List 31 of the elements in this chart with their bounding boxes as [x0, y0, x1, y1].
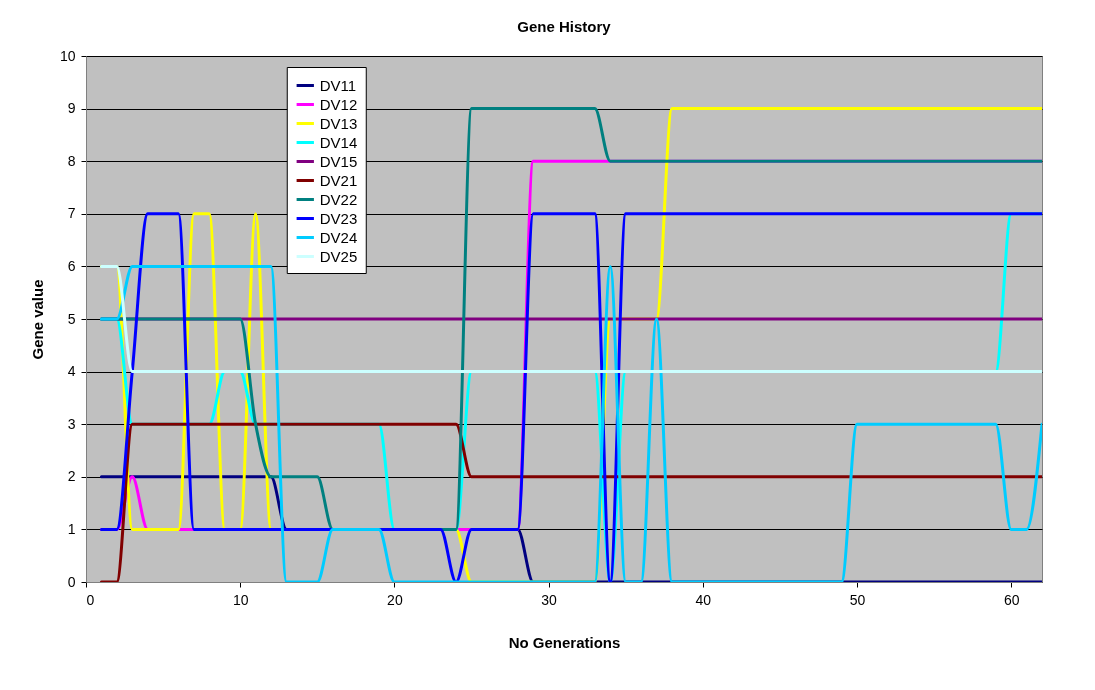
- y-axis-title: Gene value: [28, 279, 46, 360]
- legend-label: DV22: [319, 190, 358, 208]
- legend-label: DV14: [319, 133, 358, 151]
- y-tick-label: 2: [67, 468, 76, 485]
- y-tick-label: 8: [67, 152, 76, 169]
- chart-title: Gene History: [517, 18, 612, 35]
- y-tick-label: 4: [67, 363, 76, 380]
- y-tick-label: 7: [67, 205, 76, 222]
- legend-label: DV13: [319, 114, 358, 132]
- legend-label: DV24: [319, 228, 358, 246]
- y-tick-label: 3: [67, 415, 76, 432]
- x-tick-label: 10: [232, 591, 249, 608]
- legend-label: DV12: [319, 95, 358, 113]
- x-tick-label: 20: [387, 591, 403, 608]
- y-tick-label: 10: [59, 47, 76, 64]
- x-axis-title: No Generations: [508, 633, 621, 651]
- x-tick-label: 50: [849, 591, 866, 608]
- x-tick-label: 30: [541, 591, 558, 608]
- x-tick-label: 60: [1003, 591, 1020, 608]
- legend-label: DV23: [319, 209, 358, 227]
- y-tick-label: 0: [67, 573, 76, 590]
- legend-label: DV15: [319, 152, 358, 170]
- legend-label: DV21: [319, 171, 358, 189]
- y-tick-label: 1: [67, 520, 76, 537]
- legend-label: DV25: [319, 247, 358, 265]
- x-tick-label: 0: [86, 591, 95, 608]
- y-tick-label: 9: [67, 100, 76, 117]
- x-tick-label: 40: [695, 591, 712, 608]
- y-tick-label: 5: [67, 310, 76, 327]
- legend-label: DV11: [319, 76, 357, 94]
- y-tick-label: 6: [67, 257, 76, 274]
